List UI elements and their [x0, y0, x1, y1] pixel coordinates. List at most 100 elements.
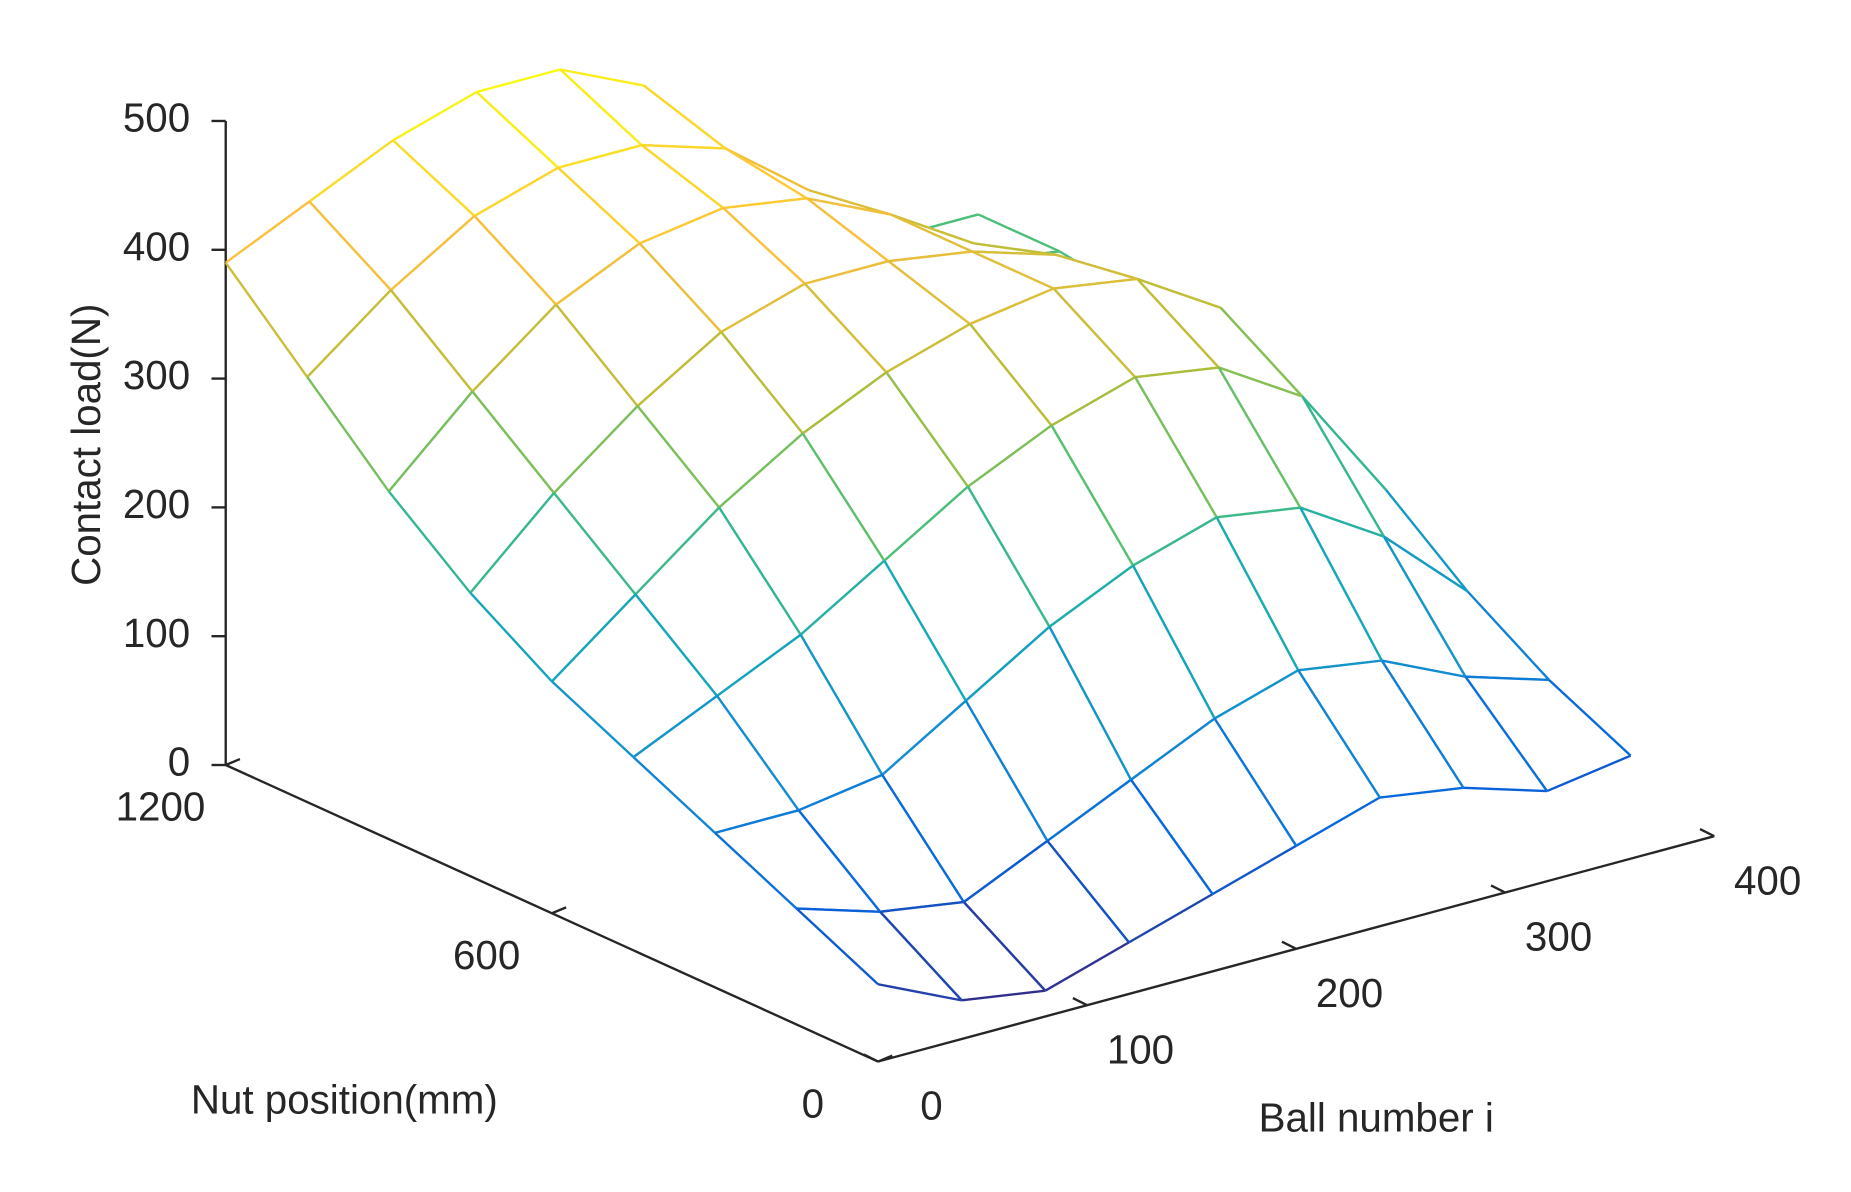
mesh-edge [879, 900, 964, 913]
mesh-edge [557, 144, 643, 169]
mesh-edge [879, 910, 963, 1002]
mesh-edge [1050, 376, 1136, 427]
z-axis-label: Contact load(N) [63, 304, 109, 586]
mesh-edge [1048, 564, 1134, 628]
z-tick-label: 500 [123, 95, 190, 141]
mesh-face [719, 433, 885, 635]
mesh-face [1216, 507, 1382, 671]
mesh-face [1218, 367, 1384, 537]
mesh-edge [881, 774, 965, 903]
x-tick-label: 200 [1316, 970, 1383, 1016]
mesh-edge [555, 303, 639, 407]
mesh-face [714, 810, 881, 912]
mesh-edge [387, 390, 474, 493]
mesh-face [556, 243, 722, 407]
mesh-edge [557, 166, 641, 245]
mesh-face [882, 700, 1048, 903]
mesh-edge [1464, 676, 1548, 792]
mesh-face [392, 92, 559, 217]
mesh-edge [799, 634, 884, 776]
mesh-edge [969, 323, 1053, 427]
mesh-face [972, 251, 1138, 289]
mesh-edge [306, 376, 390, 493]
mesh-edge [804, 260, 889, 285]
mesh-face [804, 261, 970, 373]
mesh-edge [306, 289, 392, 378]
x-tick [1699, 828, 1715, 838]
mesh-edge [1050, 424, 1135, 567]
mesh-edge [802, 371, 888, 435]
mesh-edge [1385, 489, 1469, 593]
mesh-edge [555, 242, 641, 306]
mesh-edge [636, 405, 721, 509]
mesh-edge [885, 371, 969, 488]
mesh-edge [643, 84, 727, 150]
mesh-edge [977, 213, 1061, 253]
mesh-edge [1301, 395, 1387, 491]
mesh-edge [1217, 366, 1302, 509]
mesh-edge [724, 147, 808, 200]
mesh-edge [1044, 941, 1130, 992]
mesh-face [1214, 670, 1380, 846]
mesh-edge [961, 989, 1046, 1002]
mesh-face [1051, 377, 1217, 566]
mesh-edge [723, 197, 808, 210]
mesh-edge [890, 213, 973, 253]
mesh-edge [639, 206, 724, 245]
mesh-edge [881, 699, 967, 776]
mesh-face [1130, 718, 1297, 895]
mesh-edge [469, 592, 553, 683]
mesh-edge [1132, 565, 1216, 720]
mesh-edge [963, 839, 1049, 904]
mesh-face [1298, 660, 1464, 798]
mesh-edge [471, 303, 557, 393]
x-axis-label: Ball number i [1259, 1094, 1494, 1140]
mesh-edge [1466, 590, 1550, 681]
mesh-edge [724, 147, 810, 192]
mesh-edge [392, 139, 476, 217]
mesh-face [476, 69, 642, 168]
mesh-face [1383, 536, 1550, 680]
mesh-face [880, 902, 1046, 1001]
mesh-edge [641, 144, 724, 209]
mesh-edge [973, 242, 1056, 256]
mesh-face [967, 425, 1134, 627]
mesh-face [796, 908, 962, 1001]
mesh-edge [883, 560, 967, 702]
mesh-edge [225, 200, 311, 264]
mesh-edge [634, 506, 720, 596]
mesh-edge [1136, 277, 1222, 310]
mesh-face [1047, 779, 1213, 943]
z-tick-label: 300 [123, 352, 190, 398]
mesh-edge [1052, 287, 1137, 378]
y-tick-label: 600 [453, 932, 520, 978]
mesh-edge [473, 166, 559, 218]
x-tick [1490, 884, 1506, 894]
x-tick-label: 300 [1525, 914, 1592, 960]
mesh-face [637, 332, 803, 508]
mesh-edge [636, 331, 722, 407]
mesh-edge [801, 432, 886, 562]
mesh-edge [387, 490, 472, 594]
mesh-edge [1215, 516, 1300, 671]
mesh-edge [1130, 779, 1214, 895]
mesh-face [560, 69, 726, 149]
mesh-edge [962, 901, 1047, 992]
mesh-edge [559, 68, 643, 147]
mesh-edge [720, 331, 804, 435]
mesh-edge [308, 139, 394, 203]
mesh-edge [1380, 659, 1465, 789]
mesh-face [798, 774, 964, 912]
mesh-face [1300, 507, 1466, 677]
mesh-face [551, 594, 718, 758]
mesh-face [1053, 278, 1219, 378]
mesh-face [890, 214, 1056, 255]
mesh-edge [877, 983, 962, 1002]
mesh-edge [1218, 366, 1303, 398]
mesh-edge [1548, 679, 1632, 757]
x-tick-label: 400 [1734, 857, 1801, 903]
mesh-edge [1134, 376, 1218, 518]
mesh-edge [966, 486, 1051, 628]
mesh-face [1133, 517, 1299, 719]
mesh-edge [638, 242, 723, 333]
